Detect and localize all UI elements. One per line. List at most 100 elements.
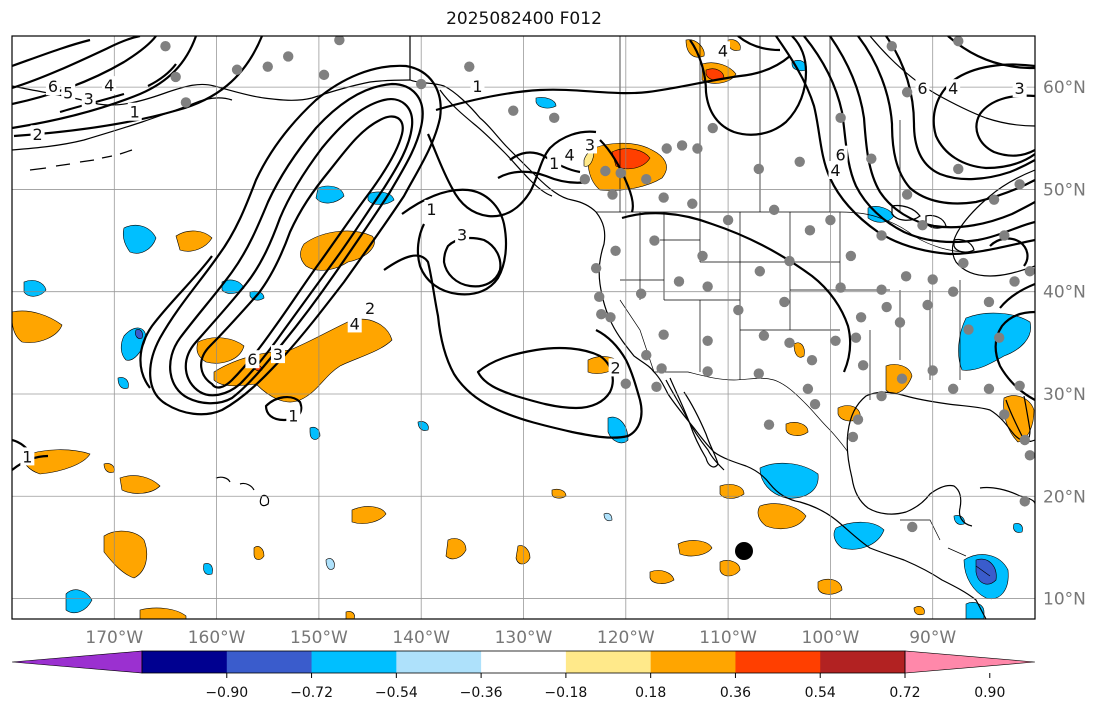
station-dot [953, 36, 964, 47]
contour-line [509, 151, 581, 174]
contour-line [497, 170, 589, 184]
contour-line [12, 36, 198, 130]
lat-tick-label: 20°N [1043, 487, 1086, 507]
lat-tick-label: 40°N [1043, 283, 1086, 303]
contour-label: 4 [718, 41, 728, 60]
border-canada-provinces [619, 36, 901, 212]
shade-orange [196, 337, 245, 364]
station-dot [707, 122, 718, 134]
station-dot [687, 198, 698, 209]
storm-center-marker [735, 542, 753, 560]
station-dot [963, 324, 974, 335]
contour-label-bg [347, 314, 362, 333]
station-dot [999, 409, 1010, 420]
map-frame [11, 35, 1036, 620]
contour-label-bg [608, 358, 623, 377]
colorbar-segment [311, 651, 397, 673]
coastline-alaska-south [12, 79, 411, 106]
station-dot [649, 235, 660, 246]
contour-label-bg [270, 345, 285, 364]
shade-orange [119, 475, 161, 494]
shade-orange [345, 611, 355, 619]
contour-line [621, 212, 852, 373]
station-dot [847, 431, 859, 443]
station-dot [758, 330, 770, 341]
contour-label: 1 [130, 103, 140, 122]
shade-blue [315, 185, 345, 204]
contour-label: 6 [917, 79, 927, 98]
station-dot [809, 399, 821, 410]
shade-blue [958, 312, 1031, 371]
station-dot [958, 257, 969, 269]
station-dot [661, 143, 672, 154]
lon-tick-label: 170°W [85, 628, 143, 648]
station-dot [283, 51, 294, 62]
colorbar-tick-label: −0.18 [544, 685, 587, 701]
lat-tick-label: 60°N [1043, 78, 1086, 98]
contour-line [932, 63, 1035, 170]
shade-blue [309, 426, 321, 440]
colorbar: −0.90 −0.72 −0.54 −0.36 −0.18 0.18 0.36 0.54 0.7… [11, 650, 1036, 701]
contour-label: 4 [948, 79, 958, 98]
shade-orange [757, 503, 807, 529]
contour-line [12, 36, 157, 106]
contour-label: 4 [830, 161, 840, 180]
coastline-baja-peninsula [669, 377, 719, 468]
station-dot [855, 312, 867, 323]
colorbar-segment [650, 651, 736, 673]
station-dot [702, 366, 713, 377]
coastline-bc [439, 89, 553, 197]
contour-label: 1 [472, 77, 482, 96]
station-dot [835, 282, 846, 293]
colorbar-segment [142, 651, 228, 673]
station-dot [876, 230, 887, 241]
contour-label-bg [1012, 79, 1027, 98]
station-dot [784, 337, 795, 349]
station-dot [697, 250, 708, 262]
station-dot [262, 61, 273, 72]
contour-line [803, 36, 1035, 244]
station-dot [1024, 266, 1035, 277]
station-dot [881, 301, 892, 313]
colorbar-tick-label: 0.54 [805, 685, 836, 701]
contour-line [989, 237, 1029, 267]
station-dot [641, 173, 652, 185]
station-dot [917, 220, 928, 231]
contour-label-bg [470, 77, 485, 96]
station-dot [953, 163, 964, 175]
contour-label-bg [61, 83, 76, 102]
coastline-aleutians [29, 149, 133, 171]
station-dot [907, 521, 918, 533]
station-dot [784, 255, 795, 267]
contour-label: 1 [22, 447, 32, 466]
colorbar-extend-low [11, 650, 143, 674]
station-markers [160, 36, 1035, 533]
lon-tick-label: 100°W [802, 628, 860, 648]
contour-line [442, 236, 502, 288]
station-dot [927, 274, 938, 285]
shade-orange [677, 540, 713, 557]
station-dot [866, 153, 877, 164]
station-dot [733, 304, 744, 316]
station-dot [170, 71, 181, 83]
contour-label-bg [245, 350, 260, 369]
shade-blue [65, 589, 93, 613]
colorbar-tick-label: 0.36 [720, 685, 751, 701]
contour-label-bg [20, 447, 35, 466]
shade-lightblue [325, 558, 335, 570]
contour-line [775, 36, 1035, 256]
border-central-america [900, 519, 991, 577]
contour-label: 3 [457, 225, 467, 244]
station-dot [852, 414, 864, 425]
station-dot [508, 105, 519, 116]
station-dot [1024, 450, 1035, 461]
contour-label-bg [363, 299, 378, 318]
shade-blue [117, 377, 129, 389]
shade-orange [12, 310, 63, 343]
colorbar-extend-high [904, 650, 1036, 674]
station-dot [615, 167, 626, 179]
colorbar-tick-label: 0.18 [635, 685, 666, 701]
station-dot [999, 230, 1010, 241]
station-dot [922, 299, 933, 311]
shade-navy [975, 558, 997, 585]
